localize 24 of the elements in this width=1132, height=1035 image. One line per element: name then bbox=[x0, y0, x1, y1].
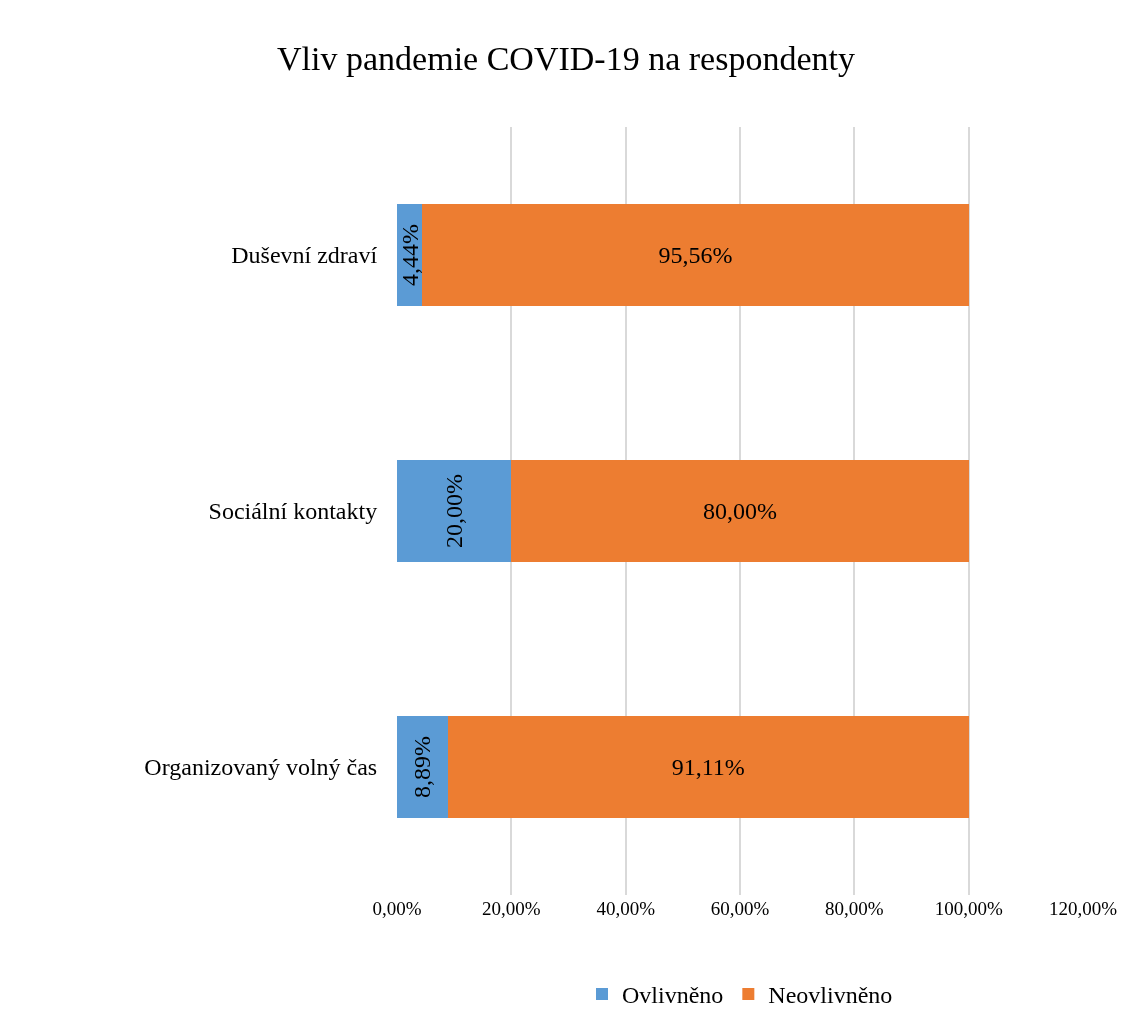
bar bbox=[511, 459, 969, 563]
legend-label: Neovlivněno bbox=[768, 982, 893, 1009]
y-tick-label: Sociální kontakty bbox=[208, 498, 378, 525]
data-label: 8,89% bbox=[409, 736, 436, 798]
x-tick-label: 0,00% bbox=[372, 898, 422, 919]
x-tick-label: 100,00% bbox=[934, 898, 1003, 919]
data-label: 95,56% bbox=[658, 242, 733, 268]
x-tick-label: 80,00% bbox=[825, 898, 884, 919]
chart-title: Vliv pandemie COVID-19 na respondenty bbox=[277, 40, 855, 78]
data-label: 4,44% bbox=[396, 224, 423, 286]
x-tick-label: 40,00% bbox=[596, 898, 656, 919]
y-tick-label: Duševní zdraví bbox=[231, 242, 378, 269]
data-label: 91,11% bbox=[671, 754, 745, 780]
x-tick-label: 60,00% bbox=[710, 898, 770, 919]
bar bbox=[397, 715, 448, 819]
bar bbox=[447, 715, 969, 819]
legend-label: Ovlivněno bbox=[622, 982, 724, 1009]
data-label: 20,00% bbox=[441, 474, 468, 548]
y-tick-label: Organizovaný volný čas bbox=[144, 754, 378, 781]
data-label: 80,00% bbox=[703, 498, 777, 524]
bar bbox=[397, 459, 512, 563]
x-tick-label: 20,00% bbox=[482, 898, 541, 919]
x-tick-label: 120,00% bbox=[1048, 898, 1118, 919]
bar bbox=[422, 203, 969, 307]
